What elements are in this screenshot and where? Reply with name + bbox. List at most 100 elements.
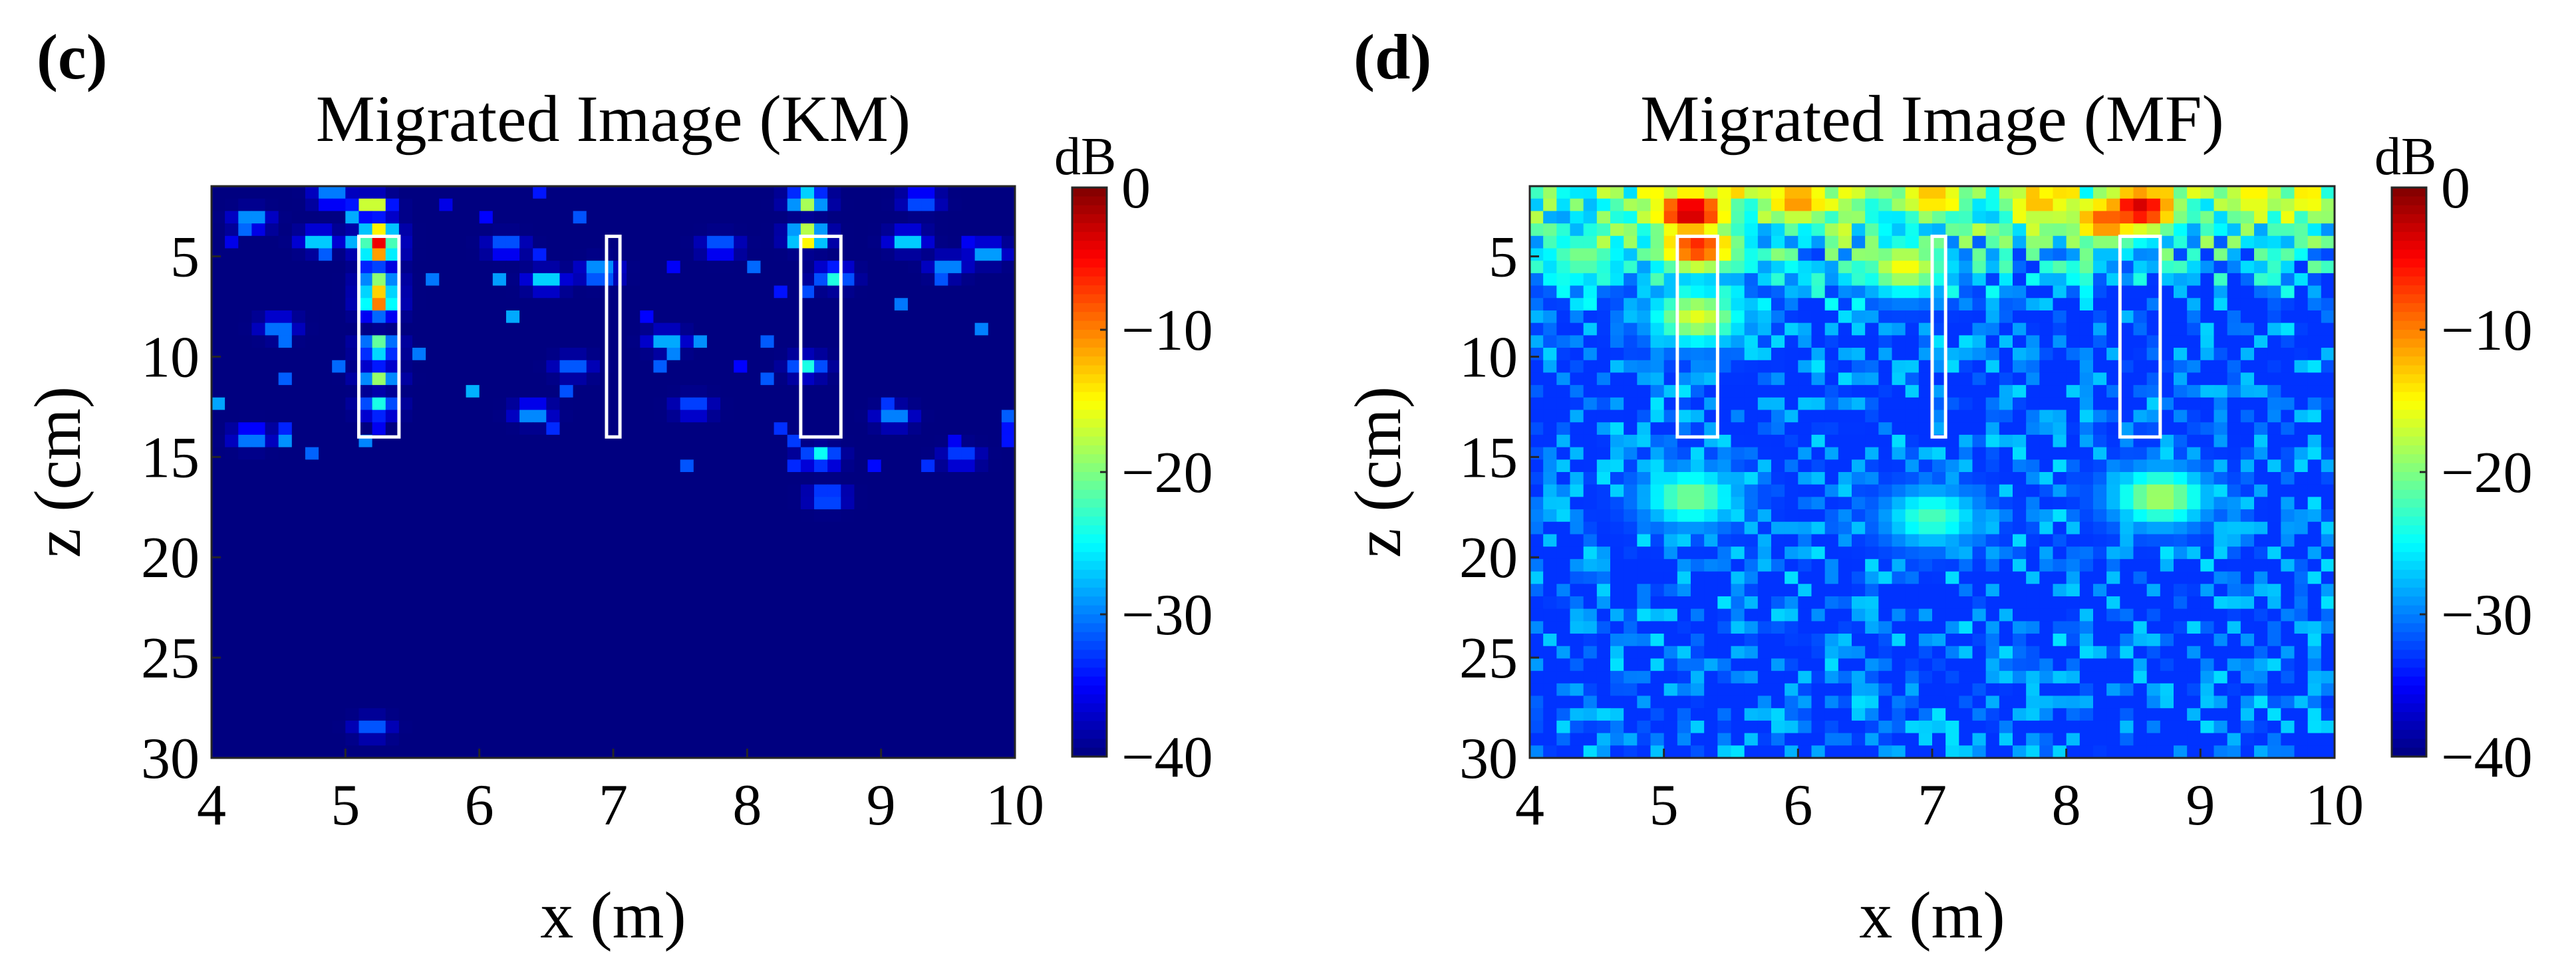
- heatmap-cell: [2254, 248, 2268, 261]
- heatmap-cell: [841, 410, 855, 423]
- heatmap-cell: [546, 434, 561, 448]
- heatmap-cell: [1959, 273, 1973, 287]
- heatmap-cell: [519, 497, 533, 510]
- heatmap-cell: [2106, 410, 2120, 423]
- heatmap-cell: [653, 584, 668, 597]
- heatmap-cell: [305, 322, 319, 336]
- heatmap-cell: [466, 447, 480, 460]
- heatmap-cell: [1677, 497, 1691, 510]
- heatmap-cell: [439, 298, 453, 311]
- heatmap-cell: [466, 397, 480, 411]
- heatmap-cell: [627, 310, 641, 324]
- heatmap-cell: [1892, 298, 1906, 311]
- heatmap-cell: [358, 547, 373, 560]
- heatmap-cell: [412, 671, 426, 684]
- heatmap-cell: [2254, 434, 2268, 448]
- colorbar-segment: [1072, 365, 1107, 375]
- heatmap-cell: [2307, 348, 2322, 361]
- heatmap-cell: [385, 497, 400, 510]
- heatmap-cell: [2146, 422, 2161, 435]
- heatmap-cell: [2267, 186, 2281, 199]
- heatmap-cell: [921, 558, 935, 572]
- heatmap-cell: [1972, 186, 1987, 199]
- heatmap-cell: [2133, 372, 2148, 386]
- heatmap-cell: [1985, 186, 2000, 199]
- heatmap-cell: [1771, 273, 1785, 287]
- heatmap-cell: [2106, 459, 2120, 473]
- heatmap-cell: [774, 211, 788, 224]
- heatmap-cell: [1932, 298, 1946, 311]
- heatmap-cell: [492, 596, 507, 610]
- heatmap-cell: [412, 447, 426, 460]
- heatmap-cell: [1637, 261, 1651, 274]
- heatmap-cell: [1972, 521, 1987, 535]
- heatmap-cell: [212, 372, 225, 386]
- heatmap-cell: [2174, 372, 2188, 386]
- heatmap-cell: [2187, 596, 2201, 610]
- heatmap-cell: [774, 397, 788, 411]
- heatmap-cell: [720, 186, 734, 199]
- heatmap-cell: [934, 422, 948, 435]
- heatmap-cell: [1959, 584, 1973, 597]
- heatmap-cell: [385, 335, 400, 348]
- heatmap-cell: [1001, 211, 1016, 224]
- heatmap-cell: [2106, 198, 2120, 211]
- heatmap-cell: [1001, 372, 1016, 386]
- heatmap-cell: [466, 708, 480, 721]
- heatmap-cell: [2039, 285, 2054, 299]
- heatmap-cell: [720, 658, 734, 671]
- heatmap-cell: [452, 484, 467, 497]
- heatmap-cell: [2187, 397, 2201, 411]
- heatmap-cell: [358, 360, 373, 374]
- heatmap-cell: [212, 211, 225, 224]
- heatmap-cell: [787, 547, 801, 560]
- heatmap-cell: [2146, 447, 2161, 460]
- heatmap-cell: [867, 186, 882, 199]
- heatmap-cell: [2079, 322, 2094, 336]
- heatmap-cell: [586, 497, 601, 510]
- heatmap-cell: [1824, 484, 1839, 497]
- heatmap-cell: [372, 322, 386, 336]
- heatmap-cell: [398, 198, 413, 211]
- heatmap-cell: [305, 720, 319, 734]
- heatmap-cell: [2321, 273, 2335, 287]
- heatmap-cell: [2093, 335, 2107, 348]
- heatmap-cell: [1731, 547, 1745, 560]
- heatmap-cell: [907, 534, 922, 547]
- heatmap-cell: [2240, 223, 2255, 237]
- heatmap-cell: [2066, 235, 2080, 249]
- heatmap-cell: [1543, 322, 1557, 336]
- heatmap-cell: [1945, 472, 1959, 485]
- heatmap-cell: [2240, 509, 2255, 523]
- heatmap-cell: [265, 621, 279, 634]
- heatmap-cell: [2160, 335, 2174, 348]
- heatmap-cell: [841, 484, 855, 497]
- heatmap-cell: [2160, 360, 2174, 374]
- heatmap-cell: [1785, 472, 1798, 485]
- heatmap-cell: [1543, 608, 1557, 622]
- heatmap-cell: [1838, 497, 1852, 510]
- heatmap-cell: [2307, 608, 2322, 622]
- heatmap-cell: [385, 658, 400, 671]
- heatmap-cell: [627, 509, 641, 523]
- heatmap-cell: [800, 223, 815, 237]
- heatmap-cell: [613, 186, 627, 199]
- heatmap-cell: [426, 745, 440, 759]
- heatmap-cell: [212, 248, 225, 261]
- heatmap-cell: [1663, 621, 1678, 634]
- heatmap-cell: [1878, 397, 1893, 411]
- heatmap-cell: [1865, 447, 1879, 460]
- heatmap-cell: [398, 658, 413, 671]
- heatmap-cell: [988, 745, 1002, 759]
- heatmap-cell: [881, 658, 895, 671]
- heatmap-cell: [1596, 223, 1611, 237]
- heatmap-cell: [1785, 285, 1798, 299]
- heatmap-cell: [934, 646, 948, 660]
- heatmap-cell: [720, 733, 734, 746]
- heatmap-cell: [1744, 385, 1759, 398]
- colorbar-segment: [1072, 320, 1107, 330]
- heatmap-cell: [345, 608, 360, 622]
- heatmap-cell: [2120, 186, 2134, 199]
- colorbar-segment: [1072, 418, 1107, 428]
- heatmap-c: [212, 186, 1016, 759]
